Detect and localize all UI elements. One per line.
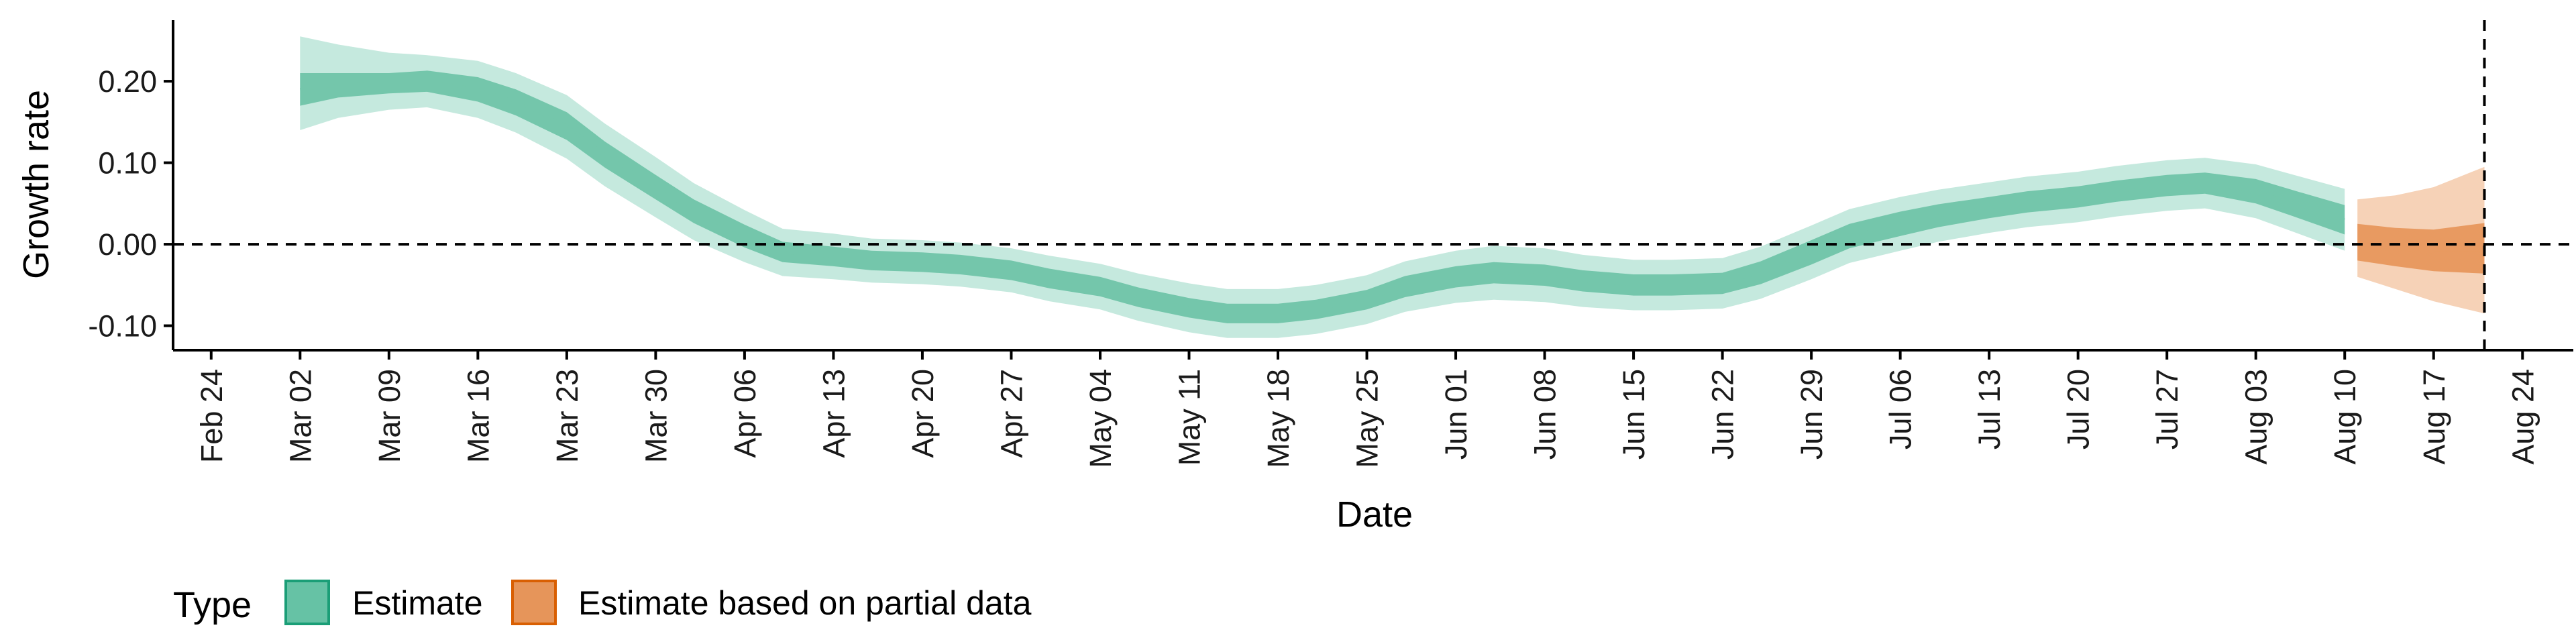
x-tick-label-jul-06: Jul 06 <box>1884 369 1918 449</box>
reference-line-layer <box>173 20 2573 350</box>
x-tick-label-aug-10: Aug 10 <box>2328 369 2362 465</box>
x-tick-label-jun-29: Jun 29 <box>1794 369 1829 460</box>
x-tick-label-may-04: May 04 <box>1083 369 1118 468</box>
legend: Type Estimate Estimate based on partial … <box>173 580 1032 625</box>
x-tick-label-jul-27: Jul 27 <box>2150 369 2184 449</box>
x-axis-title: Date <box>1336 494 1413 535</box>
x-tick-label-apr-27: Apr 27 <box>995 369 1029 458</box>
x-tick-label-may-18: May 18 <box>1261 369 1295 468</box>
y-axis-title: Growth rate <box>16 90 56 279</box>
axes-layer: -0.10 0.00 0.10 0.20 Feb 24 Mar 02 Mar 09 Mar 1… <box>88 20 2573 468</box>
estimate-inner-band <box>300 70 2345 323</box>
y-tick-label: -0.10 <box>88 309 157 343</box>
x-tick-label-jul-20: Jul 20 <box>2061 369 2096 449</box>
legend-title: Type <box>173 585 252 625</box>
x-tick-label-mar-16: Mar 16 <box>461 369 495 463</box>
partial-median-line <box>2357 243 2485 254</box>
ribbon-layer <box>300 36 2485 338</box>
x-tick-label-may-25: May 25 <box>1350 369 1385 468</box>
y-tick-label: 0.10 <box>98 146 157 180</box>
x-tick-label-aug-17: Aug 17 <box>2417 369 2451 465</box>
estimate-outer-band <box>300 36 2345 338</box>
legend-swatch-estimate <box>284 580 330 625</box>
partial-inner-band <box>2357 223 2485 274</box>
legend-swatch-partial <box>511 580 557 625</box>
x-tick-label-aug-24: Aug 24 <box>2506 369 2540 465</box>
x-tick-label-apr-13: Apr 13 <box>816 369 851 458</box>
x-tick-label-mar-30: Mar 30 <box>639 369 673 463</box>
estimate-median-line <box>300 80 2345 315</box>
x-tick-label-jun-15: Jun 15 <box>1617 369 1651 460</box>
x-tick-label-mar-09: Mar 09 <box>372 369 407 463</box>
y-tick-label: 0.00 <box>98 227 157 262</box>
legend-label-estimate: Estimate <box>352 584 483 622</box>
x-tick-label-aug-03: Aug 03 <box>2239 369 2273 465</box>
x-tick-label-may-11: May 11 <box>1173 369 1207 466</box>
x-tick-label-jul-13: Jul 13 <box>1972 369 2006 449</box>
x-tick-label-jun-01: Jun 01 <box>1439 369 1473 460</box>
y-tick-label: 0.20 <box>98 64 157 99</box>
x-tick-label-feb-24: Feb 24 <box>195 369 229 463</box>
x-tick-label-mar-02: Mar 02 <box>283 369 317 463</box>
x-tick-label-apr-06: Apr 06 <box>728 369 762 458</box>
x-tick-label-apr-20: Apr 20 <box>906 369 940 458</box>
median-line-layer <box>300 80 2485 315</box>
x-tick-label-jun-22: Jun 22 <box>1706 369 1740 460</box>
legend-label-partial: Estimate based on partial data <box>578 584 1032 622</box>
x-tick-label-mar-23: Mar 23 <box>550 369 584 463</box>
x-tick-label-jun-08: Jun 08 <box>1528 369 1562 460</box>
